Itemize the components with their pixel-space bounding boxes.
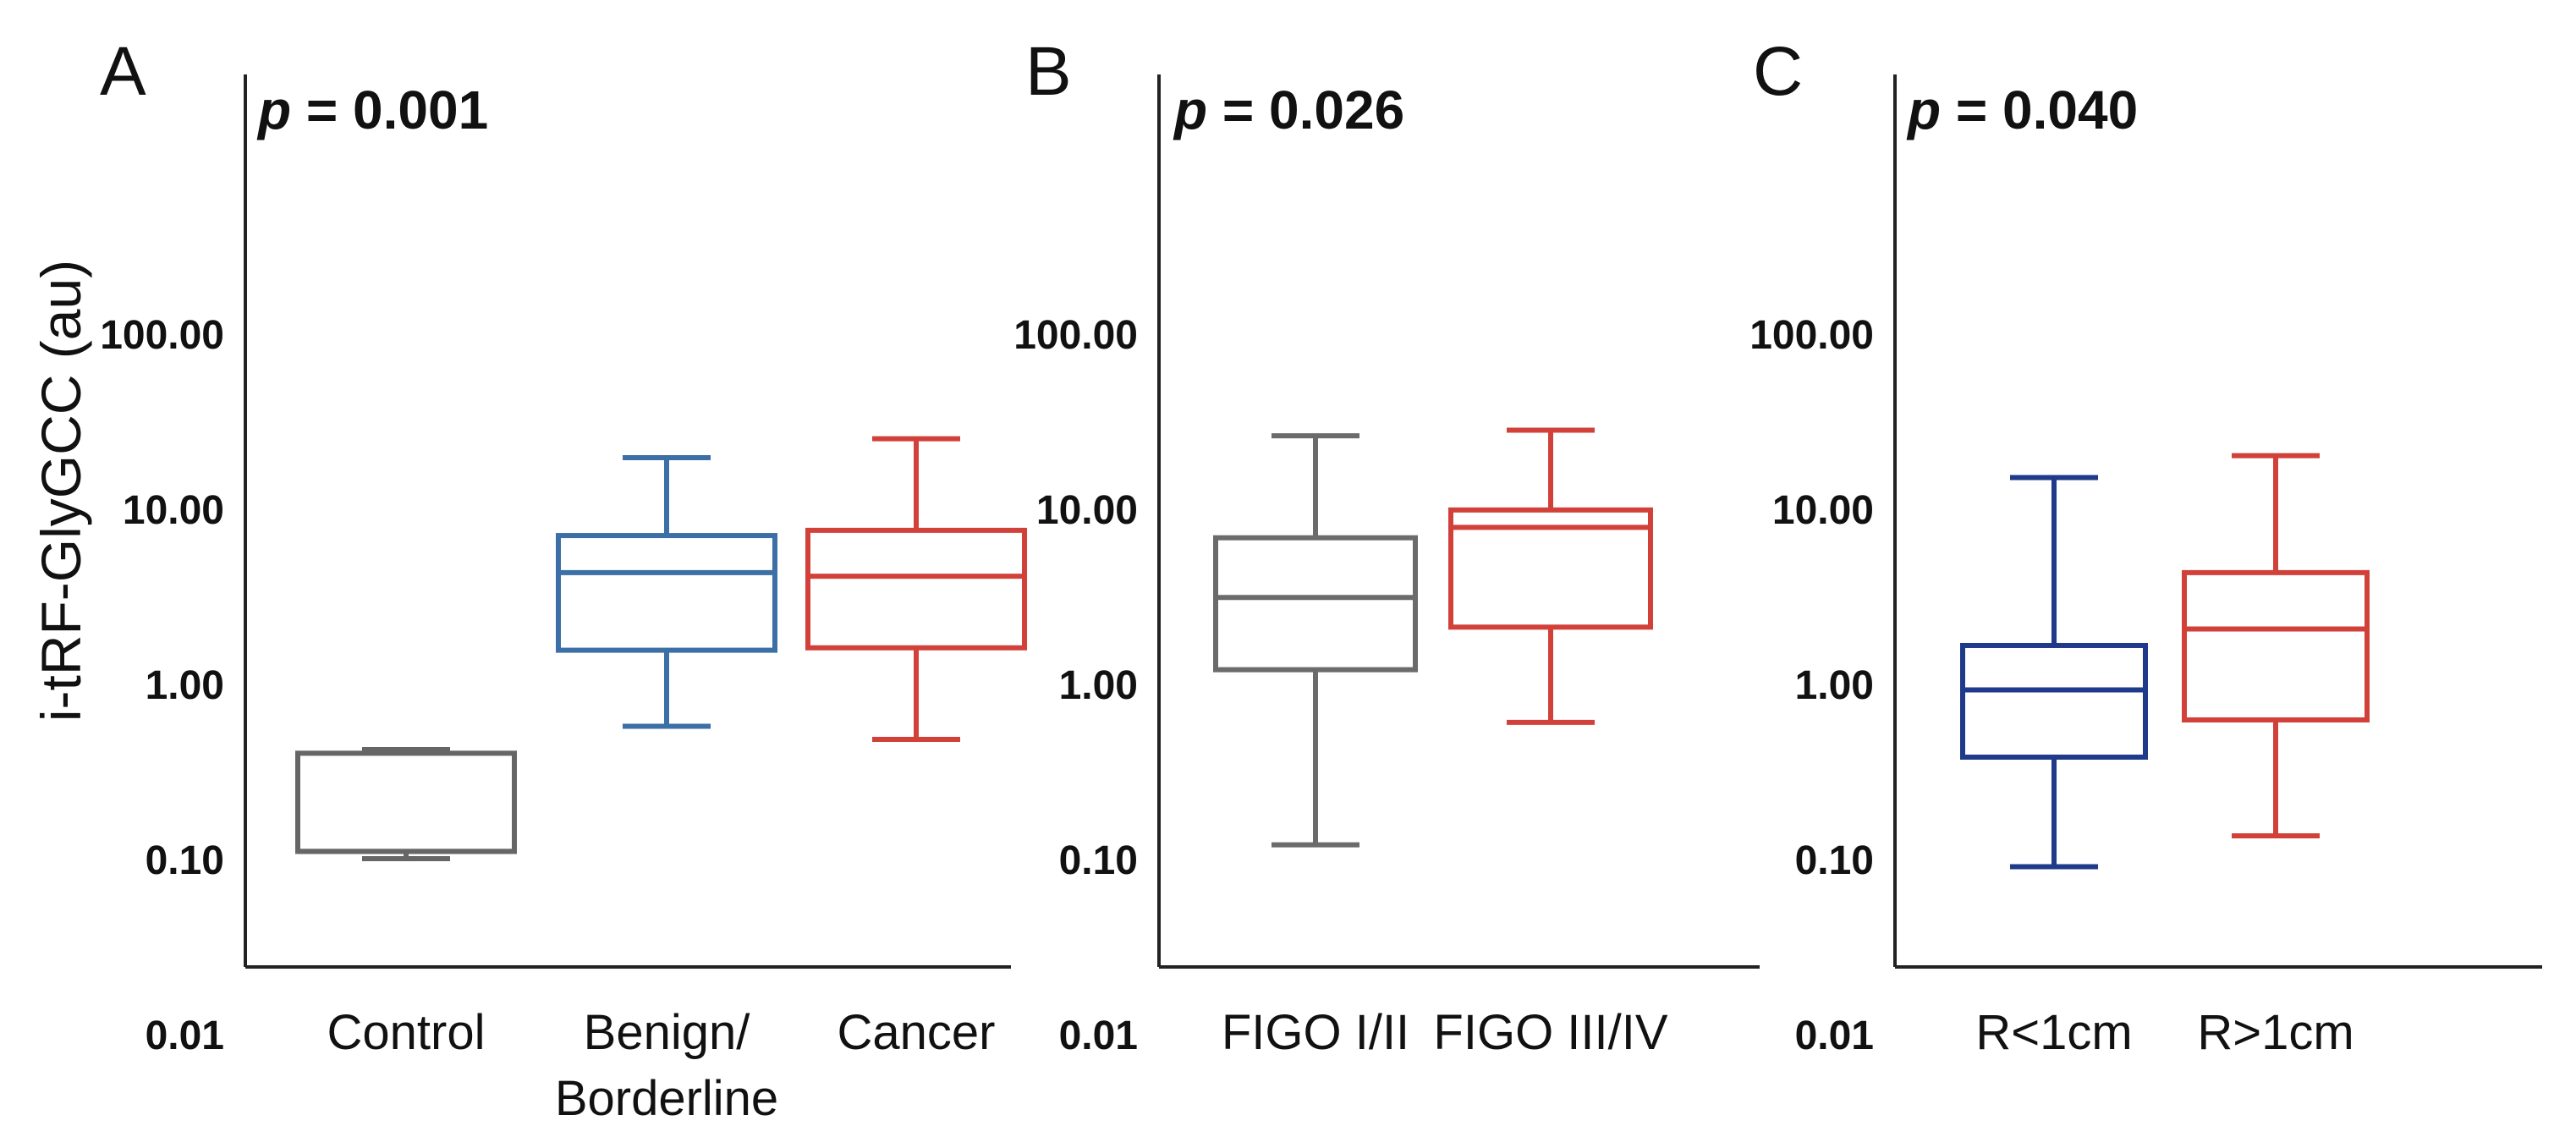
p-value: = 0.040	[1941, 80, 2138, 140]
box-2: Cancer	[805, 436, 1027, 1060]
p-value: = 0.001	[291, 80, 488, 140]
x-category-label: Cancer	[838, 1005, 996, 1060]
x-category-label: R<1cm	[1975, 1005, 2132, 1060]
p-symbol: p	[1906, 80, 1941, 140]
y-tick-label: 0.01	[1795, 1013, 1874, 1058]
x-category-label: Control	[327, 1005, 486, 1060]
iqr-box	[1960, 642, 2148, 760]
y-tick-label: 10.00	[1772, 488, 1874, 533]
panel-letter: C	[1753, 33, 1803, 110]
panel-letter: B	[1025, 33, 1072, 110]
y-tick-label: 1.00	[146, 663, 224, 708]
p-value-annotation: p = 0.040	[1906, 80, 2138, 140]
y-tick-label: 0.10	[1059, 838, 1138, 883]
p-value-annotation: p = 0.026	[1173, 80, 1404, 140]
x-category-label: Benign/	[584, 1005, 751, 1060]
y-tick-label: 0.01	[1059, 1013, 1138, 1058]
panel-letter: A	[100, 33, 146, 110]
iqr-box	[295, 750, 517, 854]
y-axis-label: i-tRF-GlyGCC (au)	[30, 260, 92, 722]
box-0: R<1cm	[1960, 475, 2148, 1060]
y-tick-label: 10.00	[123, 488, 224, 533]
iqr-box	[805, 527, 1027, 651]
box-1: R>1cm	[2182, 453, 2370, 1060]
y-tick-label: 100.00	[100, 313, 224, 358]
iqr-box	[1213, 535, 1418, 673]
iqr-box	[2182, 569, 2370, 722]
box-0: Control	[295, 746, 517, 1060]
x-category-label: R>1cm	[2197, 1005, 2354, 1060]
y-tick-label: 1.00	[1795, 663, 1874, 708]
y-tick-label: 0.10	[1795, 838, 1874, 883]
y-tick-label: 100.00	[1749, 313, 1874, 358]
box-1: FIGO III/IV	[1433, 427, 1668, 1060]
y-tick-label: 0.10	[146, 838, 224, 883]
p-value-annotation: p = 0.001	[256, 80, 488, 140]
iqr-box	[556, 533, 777, 653]
p-value: = 0.026	[1207, 80, 1404, 140]
x-category-label: Borderline	[555, 1071, 778, 1126]
y-tick-label: 1.00	[1059, 663, 1138, 708]
box-0: FIGO I/II	[1213, 433, 1418, 1060]
x-category-label: FIGO III/IV	[1433, 1005, 1667, 1060]
iqr-box	[1448, 507, 1653, 630]
y-tick-label: 10.00	[1036, 488, 1138, 533]
p-symbol: p	[1173, 80, 1207, 140]
box-1: Benign/Borderline	[555, 454, 778, 1126]
p-symbol: p	[256, 80, 291, 140]
y-tick-label: 100.00	[1013, 313, 1138, 358]
x-category-label: FIGO I/II	[1222, 1005, 1409, 1060]
y-tick-label: 0.01	[146, 1013, 224, 1058]
